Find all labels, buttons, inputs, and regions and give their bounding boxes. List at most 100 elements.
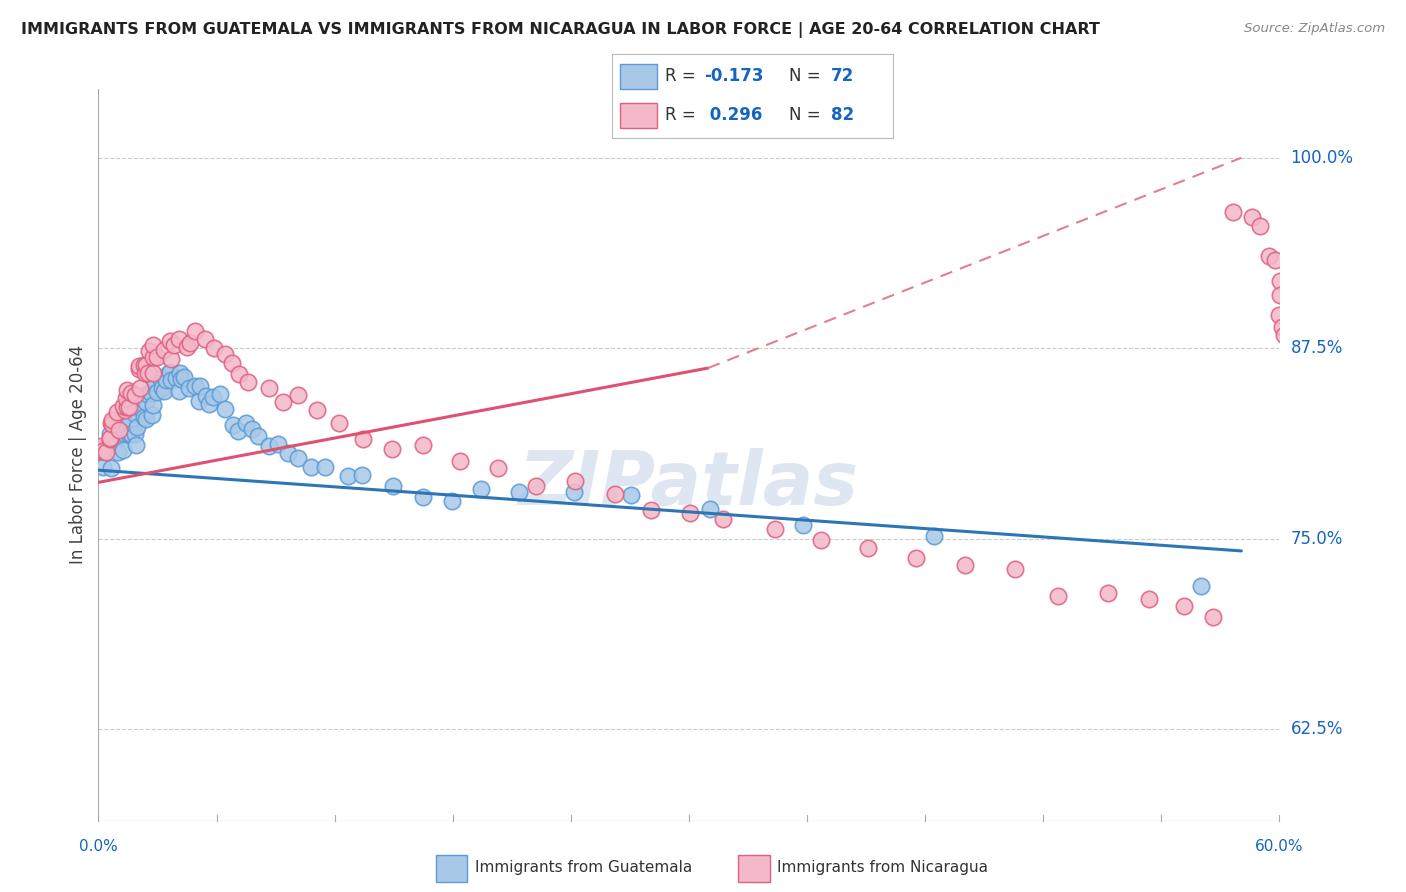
Point — [1268, 288, 1291, 302]
Point — [169, 367, 191, 381]
Point — [267, 436, 290, 450]
Text: 0.0%: 0.0% — [79, 838, 118, 854]
Point — [150, 381, 173, 395]
Point — [382, 479, 405, 493]
Point — [1046, 589, 1069, 603]
Point — [159, 365, 181, 379]
Point — [352, 432, 374, 446]
Point — [135, 395, 157, 409]
Point — [240, 422, 263, 436]
Point — [259, 439, 281, 453]
Point — [699, 502, 721, 516]
Point — [120, 415, 142, 429]
Point — [91, 459, 114, 474]
Point — [107, 445, 129, 459]
Point — [149, 371, 172, 385]
Point — [763, 522, 786, 536]
Text: R =: R = — [665, 105, 702, 123]
Point — [470, 482, 492, 496]
Point — [100, 416, 122, 430]
Point — [160, 373, 183, 387]
Point — [605, 487, 627, 501]
Point — [1004, 561, 1026, 575]
Point — [810, 533, 832, 547]
Text: 87.5%: 87.5% — [1291, 339, 1343, 358]
Point — [1270, 320, 1292, 334]
Point — [179, 336, 201, 351]
Point — [202, 341, 225, 355]
Point — [120, 427, 142, 442]
Text: R =: R = — [665, 67, 702, 85]
Point — [257, 381, 280, 395]
Point — [142, 366, 165, 380]
Point — [153, 384, 176, 398]
Point — [108, 423, 131, 437]
Point — [142, 350, 165, 364]
Point — [169, 372, 191, 386]
Point — [508, 485, 530, 500]
Point — [115, 391, 138, 405]
Point — [173, 369, 195, 384]
Point — [336, 469, 359, 483]
Point — [159, 334, 181, 349]
Text: 0.296: 0.296 — [704, 105, 763, 123]
Point — [128, 400, 150, 414]
Point — [142, 337, 165, 351]
Point — [112, 400, 135, 414]
Point — [381, 442, 404, 457]
Point — [1264, 253, 1286, 268]
Point — [792, 518, 814, 533]
Point — [214, 401, 236, 416]
Point — [141, 386, 163, 401]
Text: Immigrants from Guatemala: Immigrants from Guatemala — [475, 860, 692, 875]
Text: N =: N = — [789, 67, 825, 85]
Point — [155, 373, 177, 387]
Point — [124, 438, 146, 452]
Point — [167, 332, 190, 346]
Point — [246, 429, 269, 443]
Point — [1240, 211, 1263, 225]
Point — [188, 379, 211, 393]
FancyBboxPatch shape — [738, 855, 770, 881]
Point — [277, 446, 299, 460]
Point — [305, 402, 328, 417]
Text: -0.173: -0.173 — [704, 67, 763, 85]
Point — [136, 366, 159, 380]
Text: Immigrants from Nicaragua: Immigrants from Nicaragua — [778, 860, 988, 875]
Point — [118, 426, 141, 441]
Point — [100, 461, 122, 475]
Point — [412, 438, 434, 452]
Point — [1173, 599, 1195, 613]
Point — [118, 400, 141, 414]
Point — [100, 417, 122, 431]
Point — [98, 427, 121, 442]
Text: IMMIGRANTS FROM GUATEMALA VS IMMIGRANTS FROM NICARAGUA IN LABOR FORCE | AGE 20-6: IMMIGRANTS FROM GUATEMALA VS IMMIGRANTS … — [21, 22, 1099, 38]
Point — [1222, 204, 1244, 219]
Text: 82: 82 — [831, 105, 853, 123]
Point — [194, 389, 217, 403]
Point — [640, 503, 662, 517]
Text: Source: ZipAtlas.com: Source: ZipAtlas.com — [1244, 22, 1385, 36]
Point — [124, 427, 146, 442]
Point — [350, 467, 373, 482]
Point — [184, 379, 207, 393]
Point — [135, 411, 157, 425]
Point — [1268, 274, 1291, 288]
Point — [143, 376, 166, 391]
Point — [1137, 591, 1160, 606]
Point — [449, 454, 471, 468]
Point — [904, 551, 927, 566]
FancyBboxPatch shape — [436, 855, 467, 881]
Point — [152, 343, 174, 357]
Point — [198, 396, 221, 410]
Point — [1189, 579, 1212, 593]
Point — [202, 390, 225, 404]
Point — [287, 450, 309, 465]
Point — [711, 512, 734, 526]
Point — [115, 383, 138, 397]
Point — [93, 441, 115, 455]
Point — [135, 387, 157, 401]
Point — [90, 439, 112, 453]
Point — [98, 431, 121, 445]
Text: 62.5%: 62.5% — [1291, 720, 1343, 739]
